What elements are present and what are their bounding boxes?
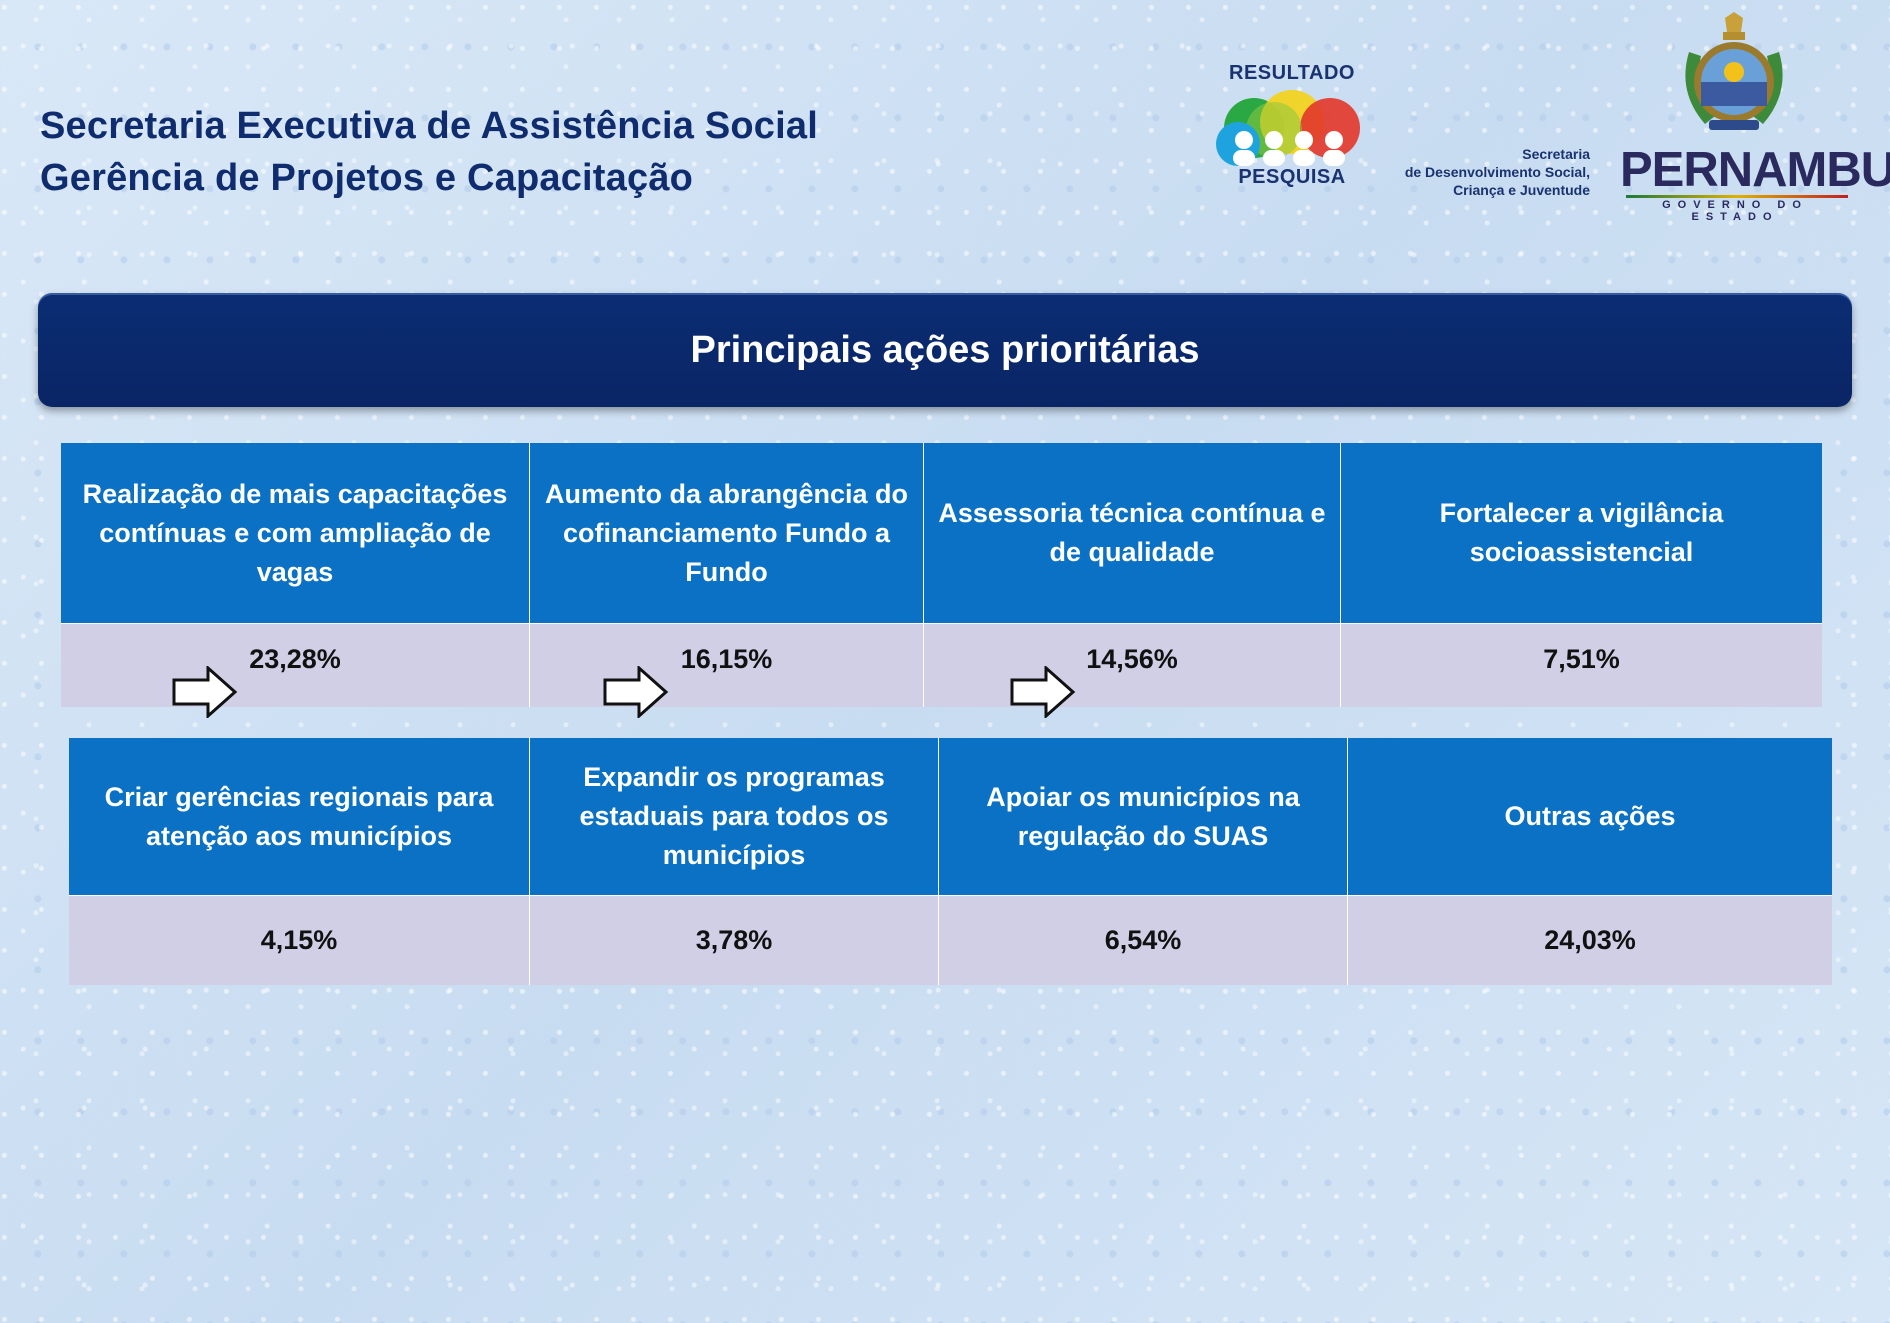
pesquisa-label: PESQUISA xyxy=(1238,166,1346,188)
header-line-1: Secretaria Executiva de Assistência Soci… xyxy=(40,105,818,147)
table-column: Fortalecer a vigilância socioassistencia… xyxy=(1340,443,1822,707)
resultado-label: RESULTADO xyxy=(1229,62,1355,84)
banner-title: Principais ações prioritárias xyxy=(690,328,1200,371)
action-percentage: 14,56% xyxy=(924,623,1340,707)
secretaria-line-1: Secretaria xyxy=(1522,146,1590,162)
pernambuco-underline xyxy=(1626,195,1848,198)
header-line-2: Gerência de Projetos e Capacitação xyxy=(40,157,694,199)
table-column: Aumento da abrangência do cofinanciament… xyxy=(529,443,923,707)
action-percentage: 3,78% xyxy=(530,895,938,985)
action-label: Realização de mais capacitações contínua… xyxy=(61,443,529,623)
action-label: Apoiar os municípios na regulação do SUA… xyxy=(939,738,1347,895)
action-label: Expandir os programas estaduais para tod… xyxy=(530,738,938,895)
table-column: Expandir os programas estaduais para tod… xyxy=(529,738,938,985)
action-label: Assessoria técnica contínua e de qualida… xyxy=(924,443,1340,623)
secretaria-line-2: de Desenvolvimento Social, xyxy=(1404,164,1590,180)
pernambuco-wordmark: PERNAMBUCO xyxy=(1620,143,1890,197)
action-label: Fortalecer a vigilância socioassistencia… xyxy=(1341,443,1822,623)
section-banner: Principais ações prioritárias xyxy=(38,293,1852,407)
resultado-people-icon xyxy=(1216,90,1360,166)
right-arrow-icon xyxy=(603,666,669,718)
action-percentage: 7,51% xyxy=(1341,623,1822,707)
resultado-pesquisa-logo: RESULTADO PESQUISA xyxy=(1208,62,1376,194)
right-arrow-icon xyxy=(1010,666,1076,718)
secretaria-logo-text: Secretaria de Desenvolvimento Social, Cr… xyxy=(1360,145,1590,199)
table-column: Apoiar os municípios na regulação do SUA… xyxy=(938,738,1347,985)
header-titles: Secretaria Executiva de Assistência Soci… xyxy=(40,100,818,204)
action-percentage: 24,03% xyxy=(1348,895,1832,985)
right-arrow-icon xyxy=(172,666,238,718)
action-label: Aumento da abrangência do cofinanciament… xyxy=(530,443,923,623)
action-percentage: 6,54% xyxy=(939,895,1347,985)
secretaria-line-3: Criança e Juventude xyxy=(1453,182,1590,198)
action-label: Outras ações xyxy=(1348,738,1832,895)
table-column: Assessoria técnica contínua e de qualida… xyxy=(923,443,1340,707)
priority-actions-table-2: Criar gerências regionais para atenção a… xyxy=(69,738,1832,985)
action-label: Criar gerências regionais para atenção a… xyxy=(69,738,529,895)
governo-do-estado-label: GOVERNO DO ESTADO xyxy=(1662,199,1808,223)
action-percentage: 4,15% xyxy=(69,895,529,985)
pernambuco-coat-of-arms-icon xyxy=(1685,12,1783,130)
table-column: Outras ações 24,03% xyxy=(1347,738,1832,985)
action-percentage: 23,28% xyxy=(61,623,529,707)
table-column: Criar gerências regionais para atenção a… xyxy=(69,738,529,985)
priority-actions-table-1: Realização de mais capacitações contínua… xyxy=(61,443,1822,707)
action-percentage: 16,15% xyxy=(530,623,923,707)
table-column: Realização de mais capacitações contínua… xyxy=(61,443,529,707)
